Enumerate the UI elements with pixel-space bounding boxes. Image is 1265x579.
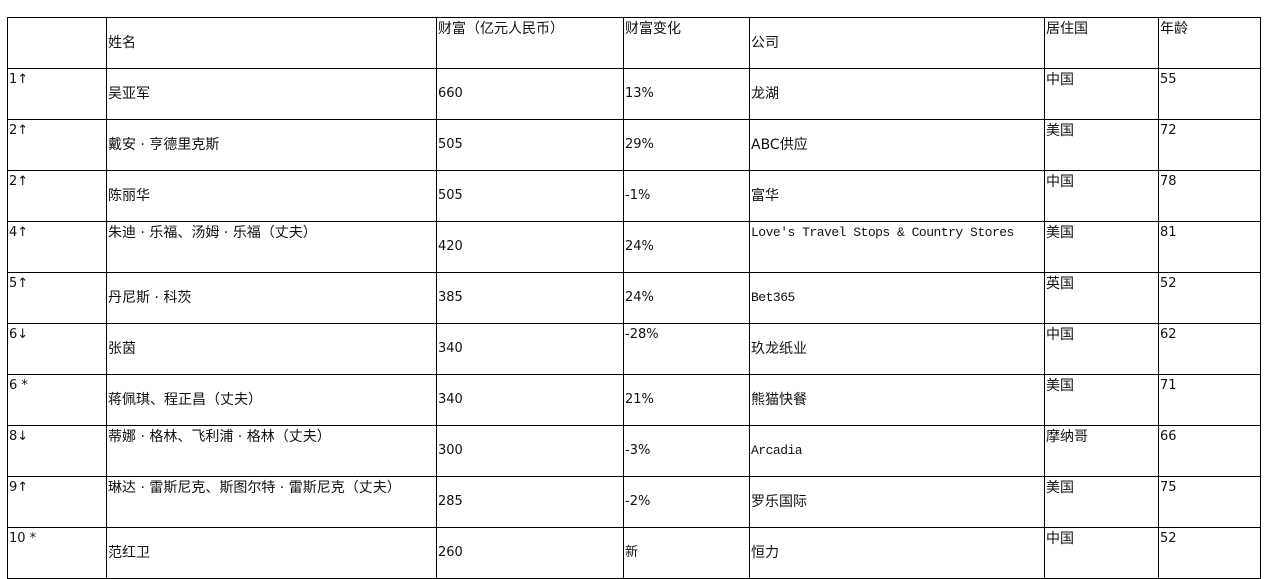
- cell-wealth-change: 24%: [623, 272, 750, 324]
- cell-age: 52: [1158, 527, 1261, 579]
- cell-age: 72: [1158, 119, 1261, 171]
- cell-country: 中国: [1044, 68, 1159, 120]
- cell-wealth-change: -3%: [623, 425, 750, 477]
- table-row: 6 * 蒋佩琪、程正昌（丈夫） 340 21% 熊猫快餐 美国 71: [7, 374, 1261, 426]
- cell-company: 龙湖: [749, 68, 1045, 120]
- cell-name: 蒂娜 · 格林、飞利浦 · 格林（丈夫）: [106, 425, 437, 477]
- cell-country: 英国: [1044, 272, 1159, 324]
- cell-rank: 2↑: [7, 119, 107, 171]
- table-row: 2↑ 陈丽华 505 -1% 富华 中国 78: [7, 170, 1261, 222]
- cell-age: 71: [1158, 374, 1261, 426]
- cell-wealth: 285: [436, 476, 624, 528]
- cell-company: ABC供应: [749, 119, 1045, 171]
- cell-company: 富华: [749, 170, 1045, 222]
- cell-rank: 6↓: [7, 323, 107, 375]
- cell-rank: 2↑: [7, 170, 107, 222]
- table-row: 10 * 范红卫 260 新恒力 中国 52: [7, 527, 1261, 579]
- cell-country: 美国: [1044, 221, 1159, 273]
- cell-country: 美国: [1044, 476, 1159, 528]
- cell-country: 摩纳哥: [1044, 425, 1159, 477]
- header-country: 居住国: [1044, 17, 1159, 69]
- cell-wealth: 385: [436, 272, 624, 324]
- cell-rank: 8↓: [7, 425, 107, 477]
- header-rank: [7, 17, 107, 69]
- cell-country: 中国: [1044, 170, 1159, 222]
- cell-age: 78: [1158, 170, 1261, 222]
- cell-company: 熊猫快餐: [749, 374, 1045, 426]
- table-row: 4↑ 朱迪 · 乐福、汤姆 · 乐福（丈夫） 420 24% Love's Travel…: [7, 221, 1261, 273]
- cell-company: Love's Travel Stops & Country Stores: [749, 221, 1045, 273]
- cell-company: Bet365: [749, 272, 1045, 324]
- cell-company: 恒力: [749, 527, 1045, 579]
- cell-age: 52: [1158, 272, 1261, 324]
- cell-rank: 1↑: [7, 68, 107, 120]
- cell-wealth: 660: [436, 68, 624, 120]
- table-row: 5↑ 丹尼斯 · 科茨 385 24% Bet365 英国 52: [7, 272, 1261, 324]
- cell-age: 66: [1158, 425, 1261, 477]
- cell-wealth-change: -2%: [623, 476, 750, 528]
- table-row: 1↑ 吴亚军 660 13% 龙湖 中国 55: [7, 68, 1261, 120]
- cell-name: 陈丽华: [106, 170, 437, 222]
- cell-name: 戴安 · 亨德里克斯: [106, 119, 437, 171]
- header-name: 姓名: [106, 17, 437, 69]
- header-company: 公司: [749, 17, 1045, 69]
- cell-wealth-change: 29%: [623, 119, 750, 171]
- cell-age: 75: [1158, 476, 1261, 528]
- cell-wealth-change: 24%: [623, 221, 750, 273]
- rich-list-table: 姓名 财富（亿元人民币） 财富变化 公司 居住国 年龄 1↑ 吴亚军 660 13% 龙湖 中国 55 2…: [7, 17, 1261, 579]
- cell-wealth: 300: [436, 425, 624, 477]
- cell-wealth-change: -28%: [623, 323, 750, 375]
- cell-wealth-change: 13%: [623, 68, 750, 120]
- cell-rank: 6 *: [7, 374, 107, 426]
- cell-company: Arcadia: [749, 425, 1045, 477]
- cell-age: 81: [1158, 221, 1261, 273]
- cell-age: 55: [1158, 68, 1261, 120]
- cell-name: 吴亚军: [106, 68, 437, 120]
- cell-name: 范红卫: [106, 527, 437, 579]
- cell-name: 蒋佩琪、程正昌（丈夫）: [106, 374, 437, 426]
- header-row: 姓名 财富（亿元人民币） 财富变化 公司 居住国 年龄: [7, 17, 1261, 69]
- cell-rank: 9↑: [7, 476, 107, 528]
- table-row: 8↓ 蒂娜 · 格林、飞利浦 · 格林（丈夫） 300 -3% Arcadia 摩纳哥 66: [7, 425, 1261, 477]
- table-row: 2↑ 戴安 · 亨德里克斯 505 29% ABC供应 美国 72: [7, 119, 1261, 171]
- cell-wealth-change: 21%: [623, 374, 750, 426]
- cell-wealth-change: 新: [623, 527, 750, 579]
- cell-wealth-change: -1%: [623, 170, 750, 222]
- cell-name: 丹尼斯 · 科茨: [106, 272, 437, 324]
- cell-company: 玖龙纸业: [749, 323, 1045, 375]
- cell-wealth: 420: [436, 221, 624, 273]
- cell-name: 朱迪 · 乐福、汤姆 · 乐福（丈夫）: [106, 221, 437, 273]
- table-row: 9↑ 琳达 · 雷斯尼克、斯图尔特 · 雷斯尼克（丈夫） 285 -2% 罗乐国际 美国 7…: [7, 476, 1261, 528]
- cell-name: 张茵: [106, 323, 437, 375]
- cell-wealth: 505: [436, 119, 624, 171]
- cell-rank: 10 *: [7, 527, 107, 579]
- cell-country: 美国: [1044, 119, 1159, 171]
- cell-rank: 5↑: [7, 272, 107, 324]
- cell-name: 琳达 · 雷斯尼克、斯图尔特 · 雷斯尼克（丈夫）: [106, 476, 437, 528]
- cell-country: 美国: [1044, 374, 1159, 426]
- table-row: 6↓ 张茵 340 -28% 玖龙纸业 中国 62: [7, 323, 1261, 375]
- cell-wealth: 260: [436, 527, 624, 579]
- cell-company: 罗乐国际: [749, 476, 1045, 528]
- cell-age: 62: [1158, 323, 1261, 375]
- header-wealth-change: 财富变化: [623, 17, 750, 69]
- header-age: 年龄: [1158, 17, 1261, 69]
- cell-wealth: 340: [436, 323, 624, 375]
- cell-wealth: 340: [436, 374, 624, 426]
- cell-country: 中国: [1044, 323, 1159, 375]
- cell-wealth: 505: [436, 170, 624, 222]
- cell-rank: 4↑: [7, 221, 107, 273]
- cell-country: 中国: [1044, 527, 1159, 579]
- header-wealth: 财富（亿元人民币）: [436, 17, 624, 69]
